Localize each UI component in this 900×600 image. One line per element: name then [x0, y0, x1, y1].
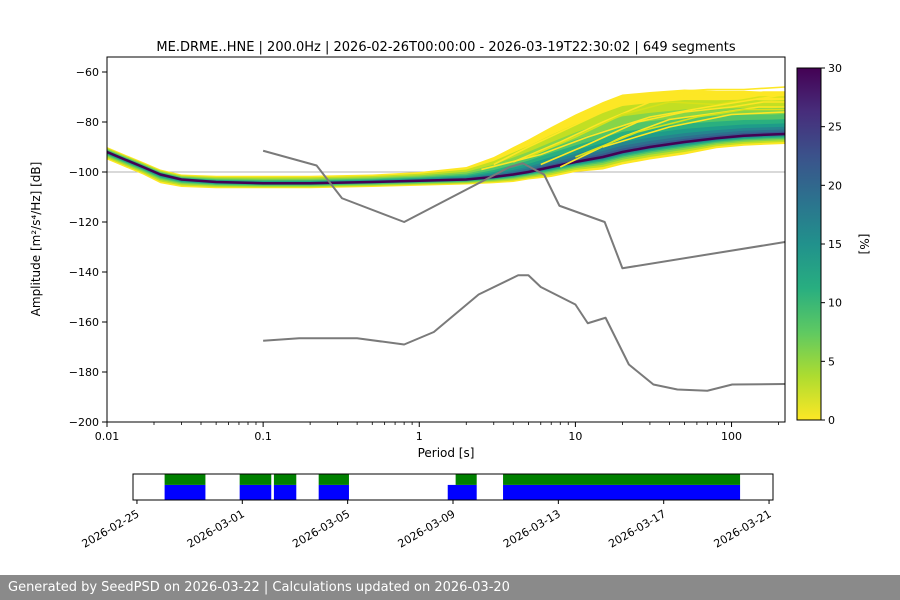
timeline-tick-label: 2026-03-01 — [185, 507, 247, 550]
ppsd-outlier-line — [493, 86, 785, 166]
timeline-tick-label: 2026-02-25 — [80, 507, 142, 550]
ppsd-outlier-line — [512, 91, 785, 163]
plot-frame — [106, 56, 786, 423]
ppsd-mode-line — [107, 132, 785, 185]
footer-bar: Generated by SeedPSD on 2026-03-22 | Cal… — [0, 575, 900, 600]
y-tick-label: −100 — [69, 166, 99, 179]
ppsd-outlier-line — [528, 96, 785, 158]
availability-segment-data — [273, 474, 297, 485]
noise-model-nhnm — [262, 149, 785, 270]
availability-segment-processed — [318, 484, 349, 500]
plot-title: ME.DRME..HNE | 200.0Hz | 2026-02-26T00:0… — [156, 40, 735, 55]
y-tick-label: −60 — [76, 66, 99, 79]
timeline-tick-label: 2026-03-09 — [396, 507, 458, 550]
y-axis-label: Amplitude [m²/s⁴/Hz] [dB] — [29, 162, 43, 317]
availability-segment-processed — [503, 484, 741, 500]
colorbar-tick-label: 30 — [828, 62, 842, 75]
x-axis-label: Period [s] — [418, 446, 475, 460]
colorbar — [797, 68, 821, 420]
colorbar-tick-label: 5 — [828, 355, 835, 368]
ppsd-outlier-line — [602, 111, 785, 148]
availability-segment-processed — [239, 484, 272, 500]
availability-segment-processed — [273, 484, 297, 500]
colorbar-tick-label: 20 — [828, 179, 842, 192]
availability-segment-processed — [447, 484, 477, 500]
plot-data-layer — [107, 86, 785, 392]
colorbar-tick-label: 15 — [828, 238, 842, 251]
x-tick-label: 1 — [416, 430, 423, 443]
ppsd-chart: ME.DRME..HNE | 200.0Hz | 2026-02-26T00:0… — [29, 40, 871, 551]
y-tick-label: −200 — [69, 416, 99, 429]
availability-segment-data — [239, 474, 272, 485]
colorbar-label: [%] — [857, 234, 871, 255]
x-tick-label: 0.01 — [95, 430, 120, 443]
timeline-tick-label: 2026-03-05 — [290, 507, 352, 550]
timeline-tick-label: 2026-03-21 — [712, 507, 774, 550]
footer-text: Generated by SeedPSD on 2026-03-22 | Cal… — [8, 580, 510, 595]
availability-segment-processed — [164, 484, 206, 500]
availability-segment-data — [455, 474, 477, 485]
ppsd-outlier-line — [481, 93, 785, 171]
colorbar-tick-label: 25 — [828, 121, 842, 134]
timeline-tick-label: 2026-03-13 — [501, 507, 563, 550]
x-tick-label: 100 — [721, 430, 742, 443]
availability-segment-data — [318, 474, 349, 485]
generated-plot-content: 0.01 0.1 1 10 100−60−80−100−120−140−160−180−… — [69, 56, 842, 551]
availability-segment-data — [164, 474, 206, 485]
y-tick-label: −140 — [69, 266, 99, 279]
y-tick-label: −120 — [69, 216, 99, 229]
x-tick-label: 10 — [568, 430, 582, 443]
timeline-tick-label: 2026-03-17 — [606, 507, 668, 550]
y-tick-label: −180 — [69, 366, 99, 379]
ppsd-density-band — [107, 119, 785, 185]
noise-model-nlnm — [263, 274, 785, 392]
y-tick-label: −160 — [69, 316, 99, 329]
y-tick-label: −80 — [76, 116, 99, 129]
availability-segment-data — [503, 474, 741, 485]
colorbar-tick-label: 10 — [828, 297, 842, 310]
ppsd-outlier-line — [540, 101, 785, 166]
ppsd-outlier-line — [575, 108, 785, 158]
colorbar-tick-label: 0 — [828, 414, 835, 427]
x-tick-label: 0.1 — [254, 430, 272, 443]
